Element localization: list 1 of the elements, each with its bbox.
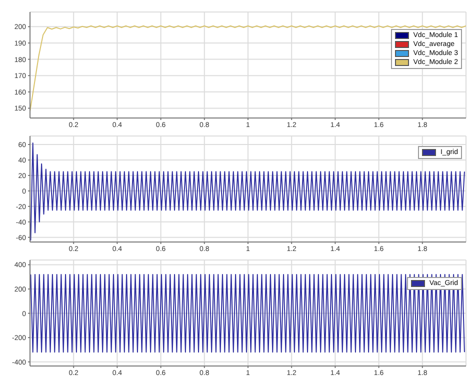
line-series <box>30 25 466 112</box>
